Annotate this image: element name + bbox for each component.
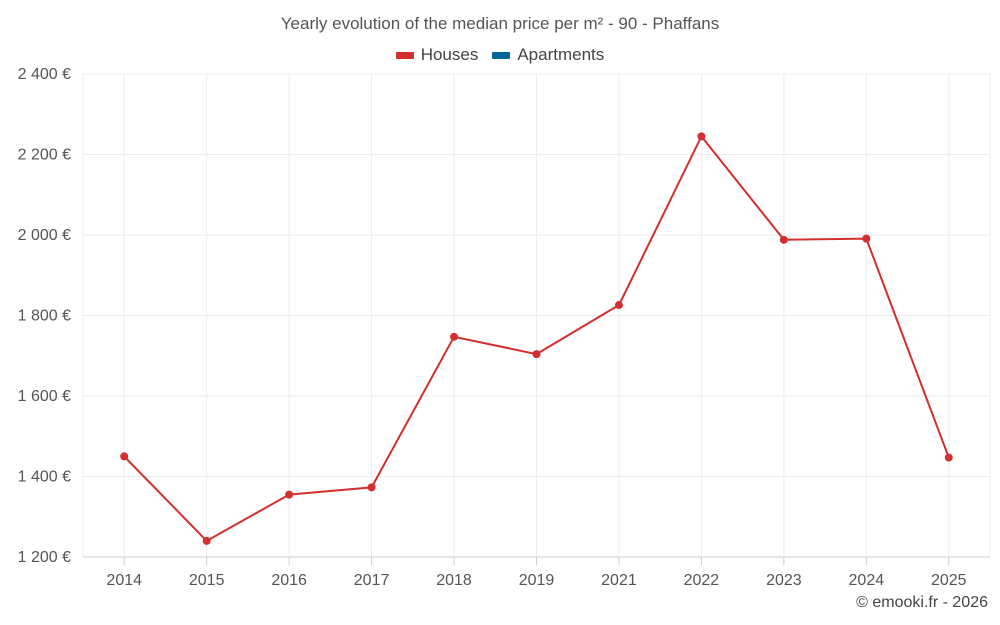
data-point [202,536,211,545]
y-tick-label: 1 200 € [18,549,71,566]
x-tick-label: 2014 [106,572,142,589]
x-tick-label: 2022 [684,572,720,589]
x-tick-label: 2017 [354,572,390,589]
data-point [779,235,788,244]
legend-swatch-houses [395,51,414,59]
y-tick-label: 2 000 € [18,227,71,244]
series-houses [120,132,953,545]
x-tick-label: 2016 [271,572,307,589]
grid [82,73,991,558]
y-tick-label: 2 400 € [18,66,71,83]
x-tick-label: 2018 [436,572,472,589]
x-tick-label: 2019 [519,572,555,589]
x-tick-label: 2025 [931,572,967,589]
x-tick-label: 2023 [766,572,802,589]
x-tick-label: 2024 [849,572,885,589]
x-tick-label: 2021 [601,572,637,589]
data-point [862,234,871,243]
legend-swatch-apartments [492,51,511,59]
legend-item-houses[interactable]: Houses [395,45,479,65]
axes: 1 200 € 1 400 € 1 600 € 1 800 € 2 000 € 2 200… [18,66,967,589]
data-point [120,452,129,461]
data-point [614,301,623,310]
y-tick-label: 1 400 € [18,469,71,486]
y-tick-label: 1 800 € [18,308,71,325]
legend: Houses Apartments [0,45,1000,65]
chart-title: Yearly evolution of the median price per… [280,14,720,33]
data-point [450,332,459,341]
data-point [944,453,953,462]
data-point [532,350,541,359]
data-point [285,490,294,499]
y-tick-label: 1 600 € [18,388,71,405]
y-tick-label: 2 200 € [18,147,71,164]
data-point [367,483,376,492]
x-tick-label: 2015 [189,572,225,589]
legend-item-apartments[interactable]: Apartments [492,45,604,65]
data-point [697,132,706,141]
legend-label-houses: Houses [420,45,479,64]
legend-label-apartments: Apartments [517,45,605,64]
credits[interactable]: © emooki.fr - 2026 [856,594,988,611]
